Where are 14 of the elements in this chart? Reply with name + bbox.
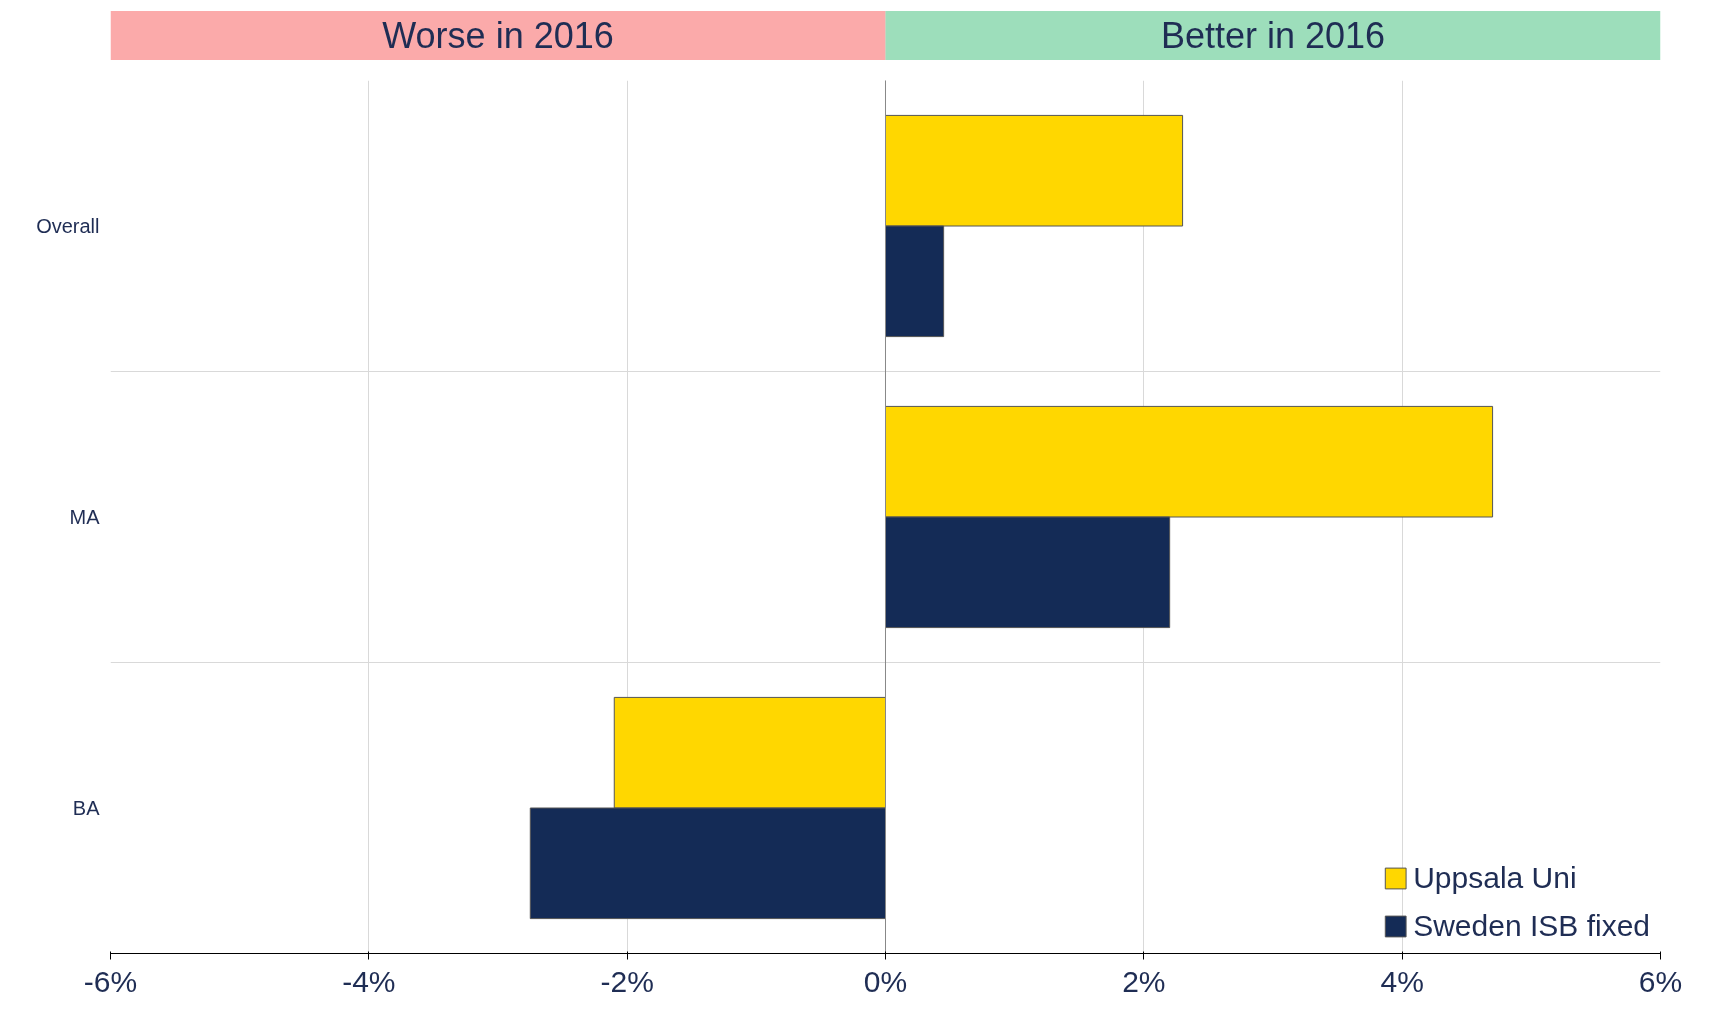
- x-tick-label: 2%: [1122, 964, 1166, 998]
- x-tick-label: -4%: [342, 964, 396, 998]
- y-tick-label: Overall: [36, 215, 100, 237]
- legend-label: Sweden ISB fixed: [1413, 909, 1650, 943]
- x-tick-label: -2%: [600, 964, 654, 998]
- y-tick-label: MA: [69, 506, 101, 528]
- legend-label: Uppsala Uni: [1413, 861, 1577, 895]
- x-tick-label: 0%: [863, 964, 908, 998]
- text: Better in 2016: [1160, 15, 1386, 56]
- x-tick-label: 4%: [1380, 964, 1424, 998]
- x-tick-label: -6%: [83, 964, 138, 998]
- y-tick-label: BA: [72, 797, 101, 819]
- text: Worse in 2016: [382, 15, 614, 56]
- x-tick-label: 6%: [1638, 964, 1683, 998]
